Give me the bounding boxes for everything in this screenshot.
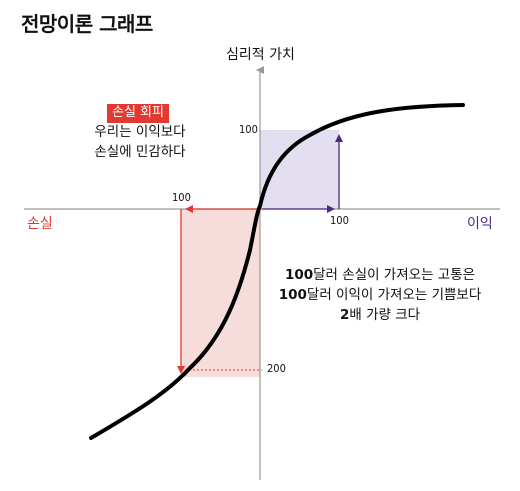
- value-function-curve: [89, 103, 465, 440]
- page-title: 전망이론 그래프: [21, 12, 153, 36]
- loss-aversion-line-1: 우리는 이익보다: [94, 124, 186, 140]
- loss-aversion-note: 우리는 이익보다 손실에 민감하다: [66, 122, 214, 162]
- explanation-line-2: 100달러 이익이 가져오는 기쁨보다: [278, 287, 482, 303]
- loss-amount-tick: 100: [172, 191, 191, 204]
- explanation-note: 100달러 손실이 가져오는 고통은 100달러 이익이 가져오는 기쁨보다 2…: [250, 265, 510, 325]
- gain-amount-tick: 100: [330, 214, 349, 227]
- loss-aversion-line-2: 손실에 민감하다: [94, 144, 186, 160]
- explanation-line-1: 100달러 손실이 가져오는 고통은: [284, 267, 476, 283]
- loss-aversion-badge: 손실 회피: [107, 104, 169, 123]
- loss-axis-label: 손실: [27, 216, 53, 232]
- loss-value-tick: 200: [267, 362, 286, 375]
- explanation-line-3: 2배 가량 크다: [339, 307, 421, 323]
- gain-value-tick: 100: [239, 123, 258, 136]
- loss-value-area: [181, 209, 260, 377]
- gain-axis-label: 이익: [467, 216, 493, 232]
- y-axis-label: 심리적 가치: [226, 47, 295, 63]
